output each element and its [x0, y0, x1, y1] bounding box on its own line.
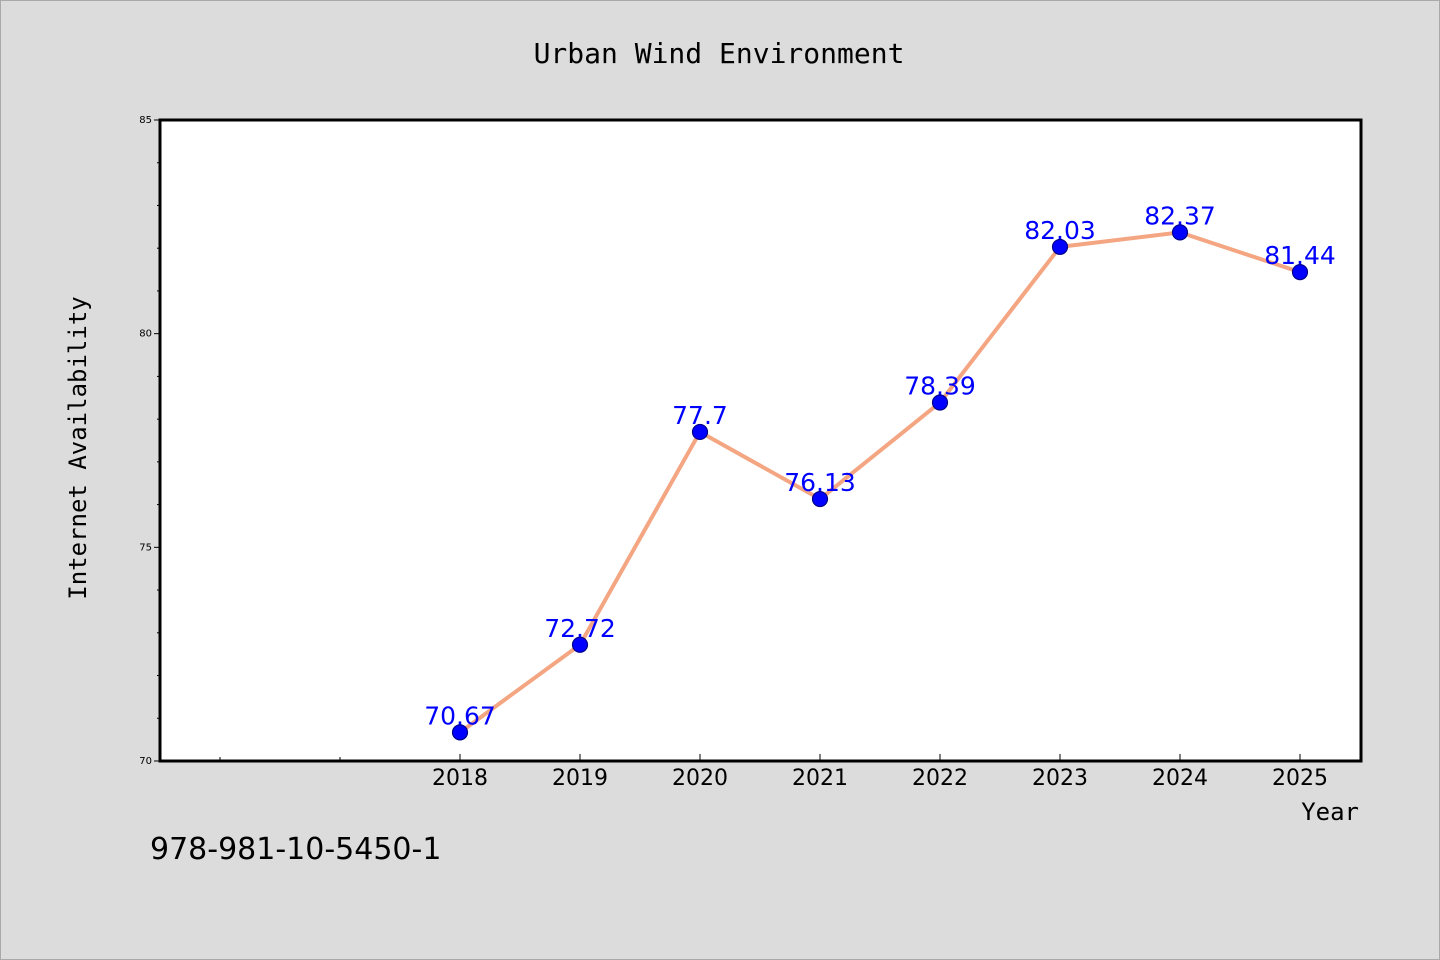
chart-title: Urban Wind Environment	[534, 37, 905, 70]
x-tick-label: 2022	[912, 766, 968, 791]
data-label: 70.67	[424, 701, 496, 730]
x-tick-label: 2020	[672, 766, 728, 791]
series-line	[458, 230, 1302, 735]
x-tick-label: 2025	[1272, 766, 1328, 791]
y-tick-label: 70	[139, 756, 152, 767]
y-tick-label: 80	[139, 329, 152, 340]
x-tick-label: 2021	[792, 766, 848, 791]
footer-code: 978-981-10-5450-1	[150, 832, 442, 867]
data-point	[571, 636, 589, 653]
series-line-group: 70.67 72.72 77.7 76.13 78.39 82.03 82.37 81.44	[424, 201, 1336, 741]
y-tick-label: 75	[139, 542, 152, 553]
data-label: 77.7	[672, 401, 728, 430]
data-point	[811, 490, 829, 508]
y-tick-label: 85	[139, 115, 152, 126]
x-tick-label: 2023	[1032, 766, 1088, 791]
data-point	[1171, 224, 1189, 241]
data-point	[1291, 264, 1309, 281]
data-label: 78.39	[904, 371, 976, 400]
x-axis: 2018 2019 2020 2021 2022 2023 2024 2025	[219, 754, 1328, 791]
data-point	[1051, 238, 1069, 256]
data-label: 72.72	[544, 614, 616, 643]
data-label: 82.37	[1144, 201, 1216, 230]
y-axis-label: Internet Availability	[64, 296, 92, 599]
x-tick-label: 2024	[1152, 766, 1208, 791]
x-axis-label: Year	[1301, 798, 1359, 826]
x-tick-label: 2018	[432, 766, 488, 791]
data-point	[691, 423, 709, 441]
data-point	[451, 724, 469, 741]
y-axis: 70 75 80 85	[139, 115, 160, 767]
data-point	[931, 394, 949, 411]
x-tick-label: 2019	[552, 766, 608, 791]
data-label: 76.13	[784, 468, 856, 497]
plot-area	[158, 118, 1363, 763]
data-label: 81.44	[1264, 241, 1336, 270]
data-label: 82.03	[1024, 216, 1096, 245]
